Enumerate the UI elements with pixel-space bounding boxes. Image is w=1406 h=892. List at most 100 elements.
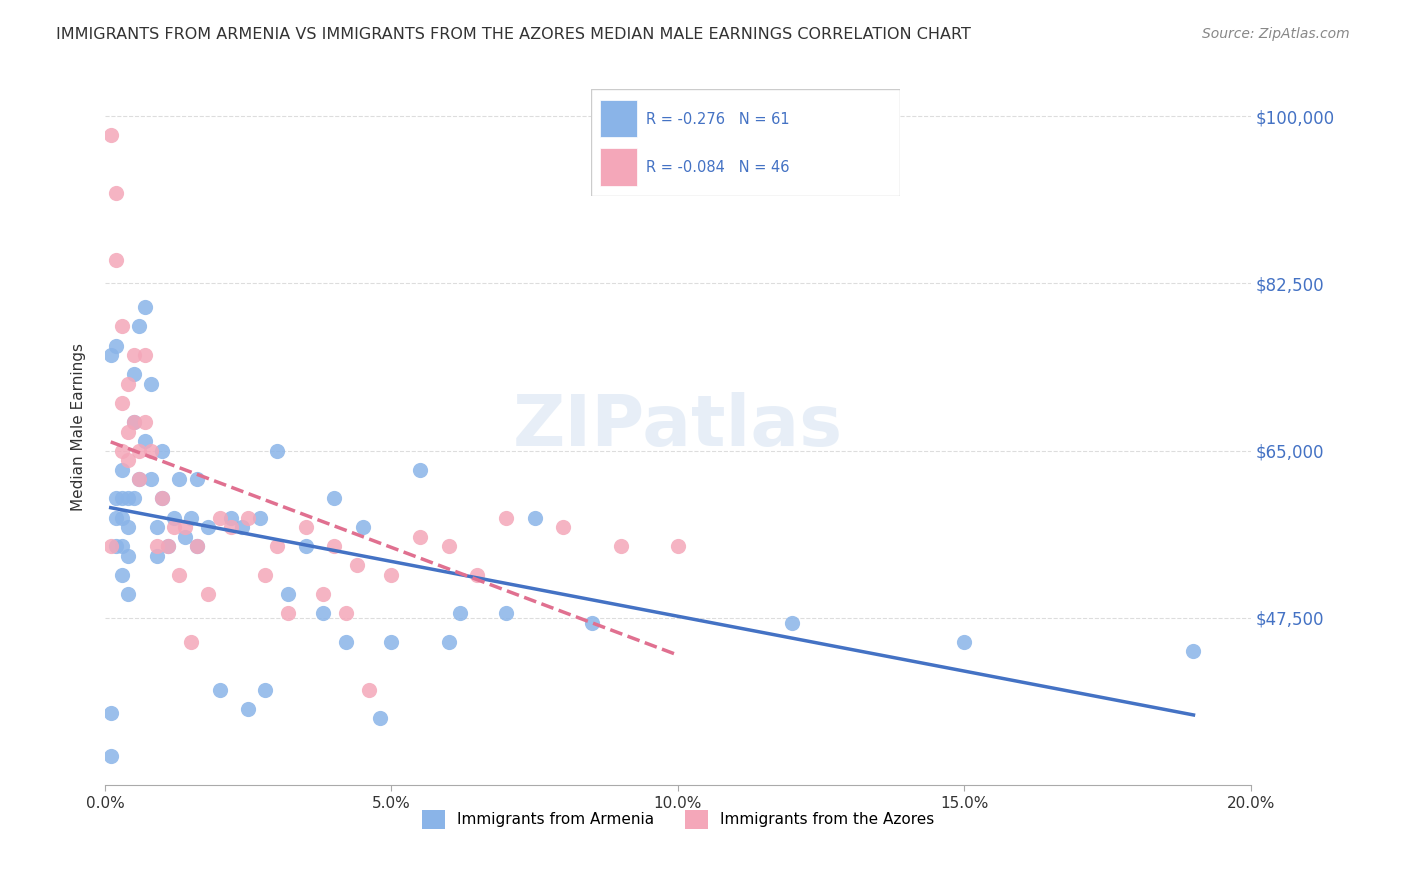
Point — [219, 520, 242, 534]
Point — [277, 587, 299, 601]
Point — [186, 539, 208, 553]
Point — [139, 443, 162, 458]
Point — [105, 539, 128, 553]
Point — [128, 472, 150, 486]
Point — [335, 606, 357, 620]
Point — [100, 128, 122, 143]
Point — [111, 568, 134, 582]
Point — [197, 587, 219, 601]
Point — [128, 319, 150, 334]
Point — [312, 606, 335, 620]
Point — [163, 510, 186, 524]
Point — [150, 491, 173, 506]
Point — [174, 520, 197, 534]
Point — [100, 348, 122, 362]
FancyBboxPatch shape — [591, 89, 900, 196]
Point — [266, 443, 288, 458]
Point — [105, 186, 128, 200]
Point — [139, 376, 162, 391]
Point — [352, 520, 374, 534]
Point — [312, 587, 335, 601]
Point — [249, 510, 271, 524]
Point — [105, 338, 128, 352]
Bar — [600, 100, 637, 137]
Point — [495, 510, 517, 524]
Text: Source: ZipAtlas.com: Source: ZipAtlas.com — [1202, 27, 1350, 41]
Point — [145, 520, 167, 534]
Point — [254, 682, 277, 697]
Point — [128, 472, 150, 486]
Point — [117, 549, 139, 563]
Point — [150, 443, 173, 458]
Point — [197, 520, 219, 534]
Point — [100, 749, 122, 764]
Point — [238, 701, 260, 715]
Point — [134, 301, 156, 315]
Point — [100, 706, 122, 721]
Point — [156, 539, 179, 553]
Point — [186, 539, 208, 553]
Point — [134, 434, 156, 449]
Point — [409, 463, 432, 477]
Point — [186, 472, 208, 486]
Point — [117, 587, 139, 601]
Point — [467, 568, 489, 582]
Point — [609, 539, 631, 553]
Point — [266, 539, 288, 553]
Point — [1182, 644, 1205, 658]
Legend: Immigrants from Armenia, Immigrants from the Azores: Immigrants from Armenia, Immigrants from… — [416, 804, 941, 835]
Point — [231, 520, 253, 534]
Point — [666, 539, 689, 553]
Point — [581, 615, 603, 630]
Point — [208, 682, 231, 697]
Point — [277, 606, 299, 620]
Y-axis label: Median Male Earnings: Median Male Earnings — [72, 343, 86, 511]
Point — [495, 606, 517, 620]
Point — [111, 396, 134, 410]
Point — [156, 539, 179, 553]
Point — [117, 425, 139, 439]
Point — [122, 415, 145, 429]
Point — [437, 539, 460, 553]
Point — [782, 615, 804, 630]
Text: R = -0.276   N = 61: R = -0.276 N = 61 — [647, 112, 790, 127]
Point — [174, 530, 197, 544]
Point — [238, 510, 260, 524]
Point — [122, 368, 145, 382]
Text: IMMIGRANTS FROM ARMENIA VS IMMIGRANTS FROM THE AZORES MEDIAN MALE EARNINGS CORRE: IMMIGRANTS FROM ARMENIA VS IMMIGRANTS FR… — [56, 27, 972, 42]
Point — [163, 520, 186, 534]
Point — [409, 530, 432, 544]
Point — [145, 549, 167, 563]
Point — [139, 472, 162, 486]
Text: ZIPatlas: ZIPatlas — [513, 392, 844, 461]
Point — [180, 510, 202, 524]
Point — [219, 510, 242, 524]
Point — [117, 453, 139, 467]
Point — [254, 568, 277, 582]
Point — [122, 348, 145, 362]
Point — [105, 491, 128, 506]
Point — [180, 634, 202, 648]
Point — [111, 319, 134, 334]
Point — [105, 252, 128, 267]
Point — [323, 491, 346, 506]
Point — [122, 491, 145, 506]
Point — [380, 568, 402, 582]
Point — [145, 539, 167, 553]
Point — [117, 376, 139, 391]
Point — [111, 491, 134, 506]
Point — [122, 415, 145, 429]
Point — [169, 568, 191, 582]
Point — [111, 510, 134, 524]
Point — [335, 634, 357, 648]
Point — [150, 491, 173, 506]
Point — [357, 682, 380, 697]
Point — [953, 634, 976, 648]
Point — [134, 348, 156, 362]
Point — [523, 510, 546, 524]
Point — [134, 415, 156, 429]
Point — [323, 539, 346, 553]
Point — [105, 510, 128, 524]
Point — [111, 539, 134, 553]
Bar — [600, 148, 637, 186]
